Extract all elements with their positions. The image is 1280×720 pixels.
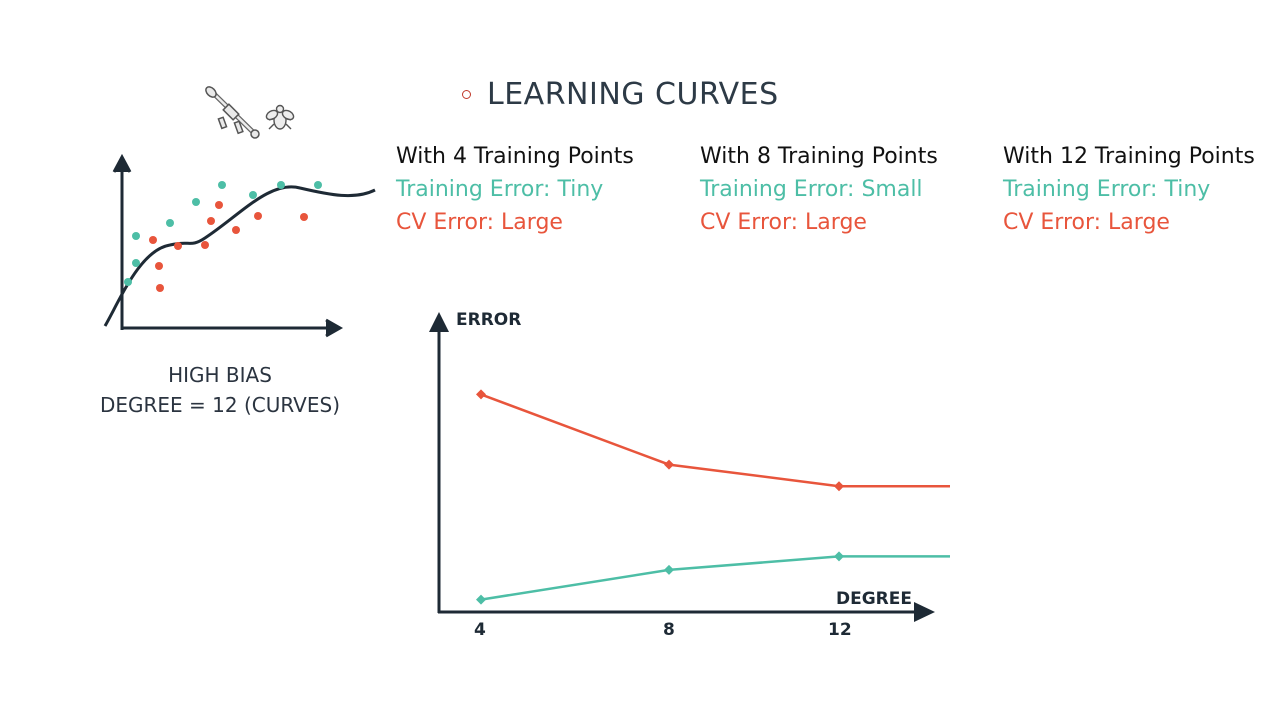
- x-tick-label: 4: [474, 620, 486, 640]
- series-line: [480, 555, 950, 601]
- slide-title: LEARNING CURVES: [487, 76, 779, 112]
- column-4-points: With 4 Training Points Training Error: T…: [396, 140, 634, 239]
- column-header: With 4 Training Points: [396, 144, 634, 169]
- training-error-text: Training Error: Small: [700, 177, 923, 202]
- scatter-axes: [112, 153, 344, 338]
- bias-caption: HIGH BIAS DEGREE = 12 (CURVES): [70, 360, 370, 420]
- cv-error-text: CV Error: Large: [700, 210, 867, 235]
- fly-icon: [265, 104, 295, 130]
- plot-axes: [429, 312, 935, 622]
- data-point-marker: [476, 389, 486, 400]
- error-vs-degree-chart: [429, 312, 950, 622]
- column-header: With 8 Training Points: [700, 144, 938, 169]
- data-point-marker: [664, 564, 674, 575]
- x-tick-label: 8: [663, 620, 675, 640]
- slide-title-group: LEARNING CURVES: [462, 74, 779, 114]
- column-12-points: With 12 Training Points Training Error: …: [1003, 140, 1255, 239]
- training-error-text: Training Error: Tiny: [396, 177, 604, 202]
- data-point-marker: [476, 594, 486, 605]
- bullet-icon: [462, 89, 471, 99]
- training-points: [124, 181, 322, 286]
- caption-line-2: DEGREE = 12 (CURVES): [99, 393, 340, 417]
- bazooka-icon: [205, 86, 260, 139]
- data-point-marker: [664, 459, 674, 470]
- series-line: [480, 393, 950, 488]
- cv-error-text: CV Error: Large: [1003, 210, 1170, 235]
- x-axis-label: DEGREE: [836, 589, 912, 609]
- y-axis-label: ERROR: [456, 310, 522, 330]
- data-point-marker: [834, 481, 844, 492]
- column-8-points: With 8 Training Points Training Error: S…: [700, 140, 938, 239]
- scatter-illustration: [103, 153, 376, 338]
- training-error-text: Training Error: Tiny: [1003, 177, 1211, 202]
- column-header: With 12 Training Points: [1003, 144, 1255, 169]
- cv-points: [149, 201, 308, 292]
- x-tick-label: 12: [828, 620, 852, 640]
- fit-curve: [103, 185, 376, 327]
- cv-error-text: CV Error: Large: [396, 210, 563, 235]
- caption-line-1: HIGH BIAS: [168, 363, 272, 387]
- data-point-marker: [834, 551, 844, 562]
- tools-illustration: [205, 86, 295, 139]
